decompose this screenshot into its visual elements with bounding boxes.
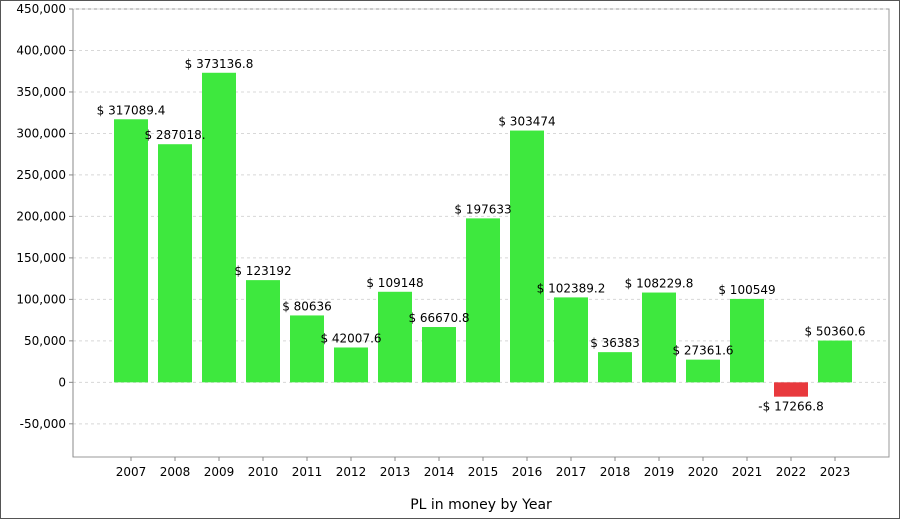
data-label: -$ 17266.8 [758, 400, 823, 414]
data-label: $ 102389.2 [537, 281, 606, 295]
data-label: $ 80636 [282, 299, 332, 313]
bar-2015 [466, 218, 500, 383]
data-label: $ 36383 [590, 336, 640, 350]
x-tick-label: 2016 [512, 465, 543, 479]
y-tick-label: 0 [58, 375, 66, 389]
x-tick-label: 2017 [556, 465, 587, 479]
x-tick-label: 2012 [336, 465, 367, 479]
bar-2017 [554, 297, 588, 383]
x-axis-title: PL in money by Year [410, 497, 552, 513]
data-label: $ 123192 [234, 264, 291, 278]
x-tick-labels: 2007 2008 2009 2010 2011 2012 2013 2014 2015 2016… [116, 465, 851, 479]
data-label: $ 50360.6 [804, 325, 865, 339]
y-tick-label: 350,000 [16, 85, 66, 99]
bar-2020 [686, 359, 720, 383]
x-tick-label: 2013 [380, 465, 411, 479]
bar-2018 [598, 352, 632, 383]
y-tick-label: 400,000 [16, 43, 66, 57]
bar-2019 [642, 292, 676, 383]
x-tick-label: 2020 [688, 465, 719, 479]
bar-2007 [114, 119, 148, 383]
data-label: $ 42007.6 [320, 331, 381, 345]
x-tick-label: 2022 [776, 465, 807, 479]
data-label: $ 108229.8 [625, 277, 694, 291]
y-tick-label: 450,000 [16, 2, 66, 16]
x-tick-label: 2018 [600, 465, 631, 479]
y-tick-label: 100,000 [16, 292, 66, 306]
bar-2009 [202, 72, 236, 383]
x-tick-label: 2008 [160, 465, 191, 479]
bar-2012 [334, 347, 368, 383]
bar-2008 [158, 144, 192, 383]
y-tick-label: 50,000 [24, 334, 66, 348]
data-labels: $ 317089.4 $ 287018. $ 373136.8 $ 123192 $ 8… [97, 57, 866, 414]
data-label: $ 287018. [144, 128, 205, 142]
x-tick-label: 2021 [732, 465, 763, 479]
bar-2016 [510, 130, 544, 383]
y-tick-label: 200,000 [16, 209, 66, 223]
bar-2023 [818, 340, 852, 383]
bar-2010 [246, 280, 280, 383]
data-label: $ 66670.8 [408, 311, 469, 325]
axes [69, 8, 836, 461]
x-tick-label: 2011 [292, 465, 323, 479]
x-tick-label: 2015 [468, 465, 499, 479]
x-tick-label: 2009 [204, 465, 235, 479]
y-tick-label: 150,000 [16, 251, 66, 265]
y-tick-label: 250,000 [16, 168, 66, 182]
x-tick-label: 2007 [116, 465, 147, 479]
y-tick-label: 300,000 [16, 126, 66, 140]
bars [114, 72, 852, 397]
bar-2021 [730, 298, 764, 383]
bar-2014 [422, 327, 456, 383]
bar-2022 [774, 382, 808, 397]
bar-2013 [378, 291, 412, 383]
data-label: $ 317089.4 [97, 103, 166, 117]
bar-2011 [290, 315, 324, 383]
x-tick-label: 2019 [644, 465, 675, 479]
y-tick-labels: -50,000 0 50,000 100,000 150,000 200,000 250,0… [16, 2, 66, 431]
x-tick-label: 2010 [248, 465, 279, 479]
x-tick-label: 2014 [424, 465, 455, 479]
data-label: $ 109148 [366, 276, 423, 290]
data-label: $ 100549 [718, 283, 775, 297]
data-label: $ 303474 [498, 115, 555, 129]
data-label: $ 373136.8 [185, 57, 254, 71]
x-tick-label: 2023 [820, 465, 851, 479]
y-tick-label: -50,000 [20, 417, 66, 431]
data-label: $ 197633 [454, 202, 511, 216]
data-label: $ 27361.6 [672, 344, 733, 358]
